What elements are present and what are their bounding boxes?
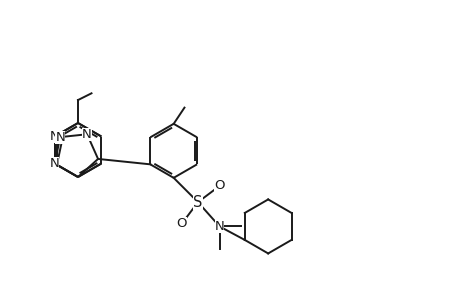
Text: O: O xyxy=(176,217,187,230)
Text: N: N xyxy=(55,130,65,144)
Text: N: N xyxy=(50,157,59,170)
Text: O: O xyxy=(214,179,224,192)
Text: N: N xyxy=(214,220,224,233)
Text: S: S xyxy=(193,195,202,210)
Text: N: N xyxy=(82,128,92,141)
Text: N: N xyxy=(50,130,59,143)
